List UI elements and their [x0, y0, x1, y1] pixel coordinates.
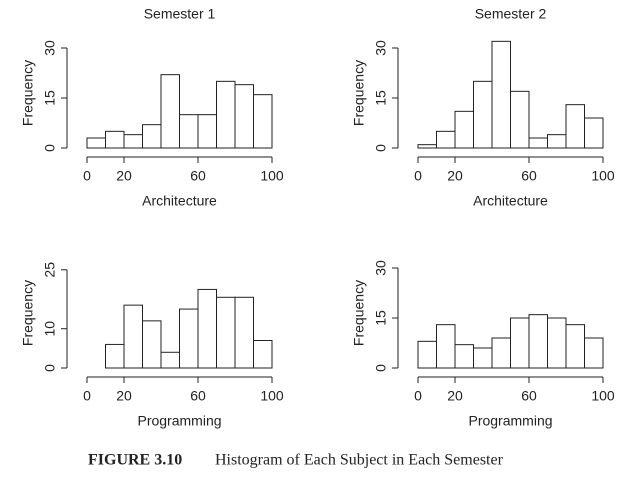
bar — [216, 80, 236, 149]
x-tick-label: 20 — [447, 388, 463, 404]
bar — [473, 347, 493, 369]
bar — [491, 337, 511, 369]
x-tick-label: 20 — [116, 388, 132, 404]
caption-text: Histogram of Each Subject in Each Semest… — [215, 452, 504, 469]
x-tick-label: 100 — [591, 168, 615, 184]
bar — [234, 84, 254, 149]
y-tick-label: 0 — [373, 144, 389, 152]
x-tick-label: 0 — [414, 388, 422, 404]
bar — [105, 130, 125, 149]
x-tick-label: 60 — [190, 388, 206, 404]
x-tick-label: 60 — [190, 168, 206, 184]
y-tick-label: 30 — [42, 40, 58, 56]
y-tick-label: 30 — [373, 40, 389, 56]
bar — [473, 80, 493, 149]
chart-title: Semester 2 — [475, 6, 547, 22]
y-tick-label: 30 — [373, 260, 389, 276]
bar — [160, 351, 180, 369]
bar — [565, 324, 585, 369]
bar — [253, 94, 273, 149]
x-tick-label: 20 — [116, 168, 132, 184]
bar — [528, 137, 548, 149]
bar — [584, 337, 604, 369]
bar — [436, 130, 456, 149]
caption-label: FIGURE 3.10 — [88, 452, 182, 469]
y-tick-label: 0 — [373, 364, 389, 372]
bar — [216, 296, 236, 369]
x-tick-label: 0 — [83, 168, 91, 184]
y-tick-label: 10 — [42, 321, 58, 337]
bar — [197, 288, 217, 369]
bar — [547, 317, 567, 369]
bar — [454, 110, 474, 149]
bar — [491, 40, 511, 149]
x-tick-label: 100 — [591, 388, 615, 404]
bar — [510, 90, 530, 149]
chart-title: Semester 1 — [144, 6, 216, 22]
bar — [417, 144, 437, 149]
x-tick-label: 100 — [260, 388, 284, 404]
x-tick-label: 60 — [521, 168, 537, 184]
y-tick-label: 15 — [373, 310, 389, 326]
x-axis-label: Architecture — [142, 193, 217, 209]
x-axis-label: Programming — [137, 413, 221, 429]
x-tick-label: 60 — [521, 388, 537, 404]
bar — [436, 324, 456, 369]
bar — [547, 134, 567, 149]
x-axis-label: Architecture — [473, 193, 548, 209]
y-tick-label: 0 — [42, 364, 58, 372]
y-tick-label: 15 — [373, 90, 389, 106]
bar — [417, 340, 437, 369]
bar — [105, 343, 125, 369]
bar — [584, 117, 604, 149]
bar — [454, 344, 474, 369]
bar — [197, 114, 217, 149]
y-tick-label: 0 — [42, 144, 58, 152]
y-axis-label: Frequency — [20, 280, 36, 346]
bar — [123, 304, 143, 369]
bar — [86, 137, 106, 149]
y-axis-label: Frequency — [351, 60, 367, 126]
bar — [179, 114, 199, 149]
bar — [565, 104, 585, 149]
y-tick-label: 15 — [42, 90, 58, 106]
bar — [160, 74, 180, 149]
bar — [142, 320, 162, 369]
bar — [528, 314, 548, 369]
x-tick-label: 100 — [260, 168, 284, 184]
x-tick-label: 20 — [447, 168, 463, 184]
bar — [253, 340, 273, 369]
y-tick-label: 25 — [42, 262, 58, 278]
bar — [510, 317, 530, 369]
x-axis-label: Programming — [468, 413, 552, 429]
x-tick-label: 0 — [83, 388, 91, 404]
x-tick-label: 0 — [414, 168, 422, 184]
bar — [142, 124, 162, 149]
bar — [234, 296, 254, 369]
bar — [123, 134, 143, 149]
bar — [179, 308, 199, 369]
y-axis-label: Frequency — [351, 280, 367, 346]
y-axis-label: Frequency — [20, 60, 36, 126]
